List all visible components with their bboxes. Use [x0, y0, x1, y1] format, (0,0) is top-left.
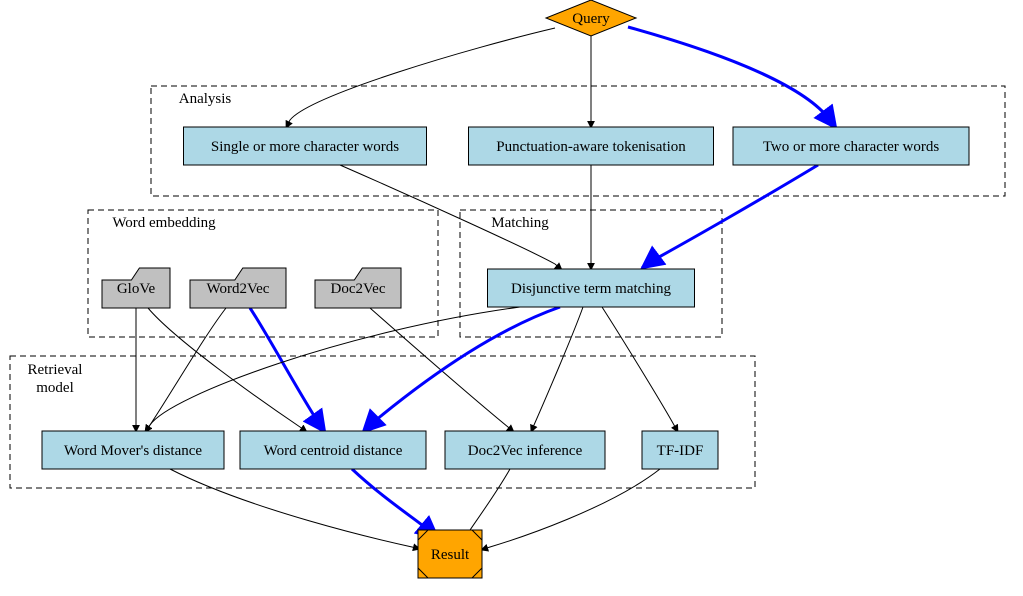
node-tfidf: TF-IDF: [642, 431, 718, 469]
cluster-label-retrieval: Retrieval: [28, 362, 83, 378]
flowchart-canvas: Analysis Word embedding Matching Retrieval m…: [0, 0, 1023, 596]
node-punct: Punctuation-aware tokenisation: [469, 127, 714, 165]
node-label-d2v: Doc2Vec: [331, 281, 386, 297]
node-two: Two or more character words: [733, 127, 969, 165]
cluster-label-retrieval: model: [36, 380, 74, 396]
cluster-label-matching: Matching: [491, 215, 549, 231]
edge-disj-wmd: [145, 307, 520, 432]
node-label-result: Result: [431, 547, 470, 563]
edge-query-single: [286, 28, 555, 128]
node-label-wcd: Word centroid distance: [264, 443, 403, 459]
edge-tfidf-result: [481, 469, 660, 550]
cluster-label-embedding: Word embedding: [112, 215, 216, 231]
edge-wmd-result: [170, 469, 420, 549]
node-label-d2vi: Doc2Vec inference: [468, 443, 583, 459]
edge-glove-wcd: [148, 308, 307, 432]
node-glove: GloVe: [102, 268, 170, 308]
node-label-query: Query: [572, 11, 610, 27]
cluster-label-analysis: Analysis: [179, 91, 232, 107]
edge-two-disj: [642, 165, 818, 268]
edge-disj-tfidf: [602, 307, 678, 432]
node-wcd: Word centroid distance: [240, 431, 426, 469]
node-single: Single or more character words: [184, 127, 427, 165]
edge-w2v-wmd: [145, 308, 226, 432]
node-label-glove: GloVe: [117, 281, 156, 297]
edge-disj-d2vi: [531, 307, 583, 432]
edge-wcd-result: [352, 469, 438, 538]
node-label-wmd: Word Mover's distance: [64, 443, 202, 459]
node-label-two: Two or more character words: [763, 139, 940, 155]
node-label-w2v: Word2Vec: [207, 281, 270, 297]
node-d2v: Doc2Vec: [315, 268, 401, 308]
node-wmd: Word Mover's distance: [42, 431, 224, 469]
node-result: Result: [418, 530, 482, 578]
edge-disj-wcd: [363, 307, 560, 432]
node-disj: Disjunctive term matching: [488, 269, 695, 307]
node-label-tfidf: TF-IDF: [657, 443, 704, 459]
node-label-disj: Disjunctive term matching: [511, 281, 671, 297]
node-d2vi: Doc2Vec inference: [445, 431, 605, 469]
node-label-punct: Punctuation-aware tokenisation: [496, 139, 686, 155]
edge-query-two: [628, 27, 836, 128]
node-query: Query: [546, 0, 636, 36]
node-w2v: Word2Vec: [190, 268, 286, 308]
node-label-single: Single or more character words: [211, 139, 399, 155]
edge-d2vi-result: [463, 469, 510, 540]
edge-w2v-wcd: [250, 308, 325, 432]
